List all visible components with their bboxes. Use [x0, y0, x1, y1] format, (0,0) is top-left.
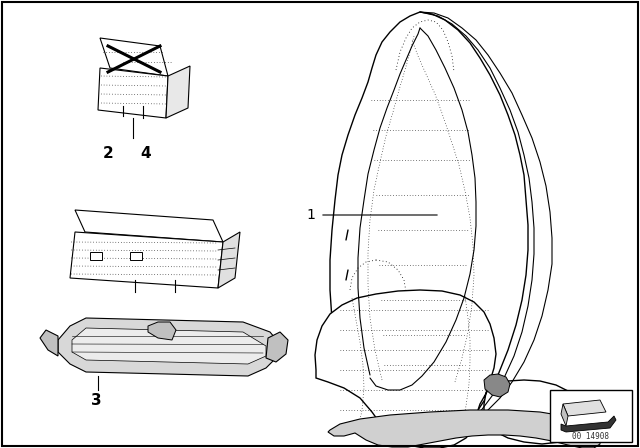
Polygon shape [315, 290, 584, 448]
Polygon shape [330, 12, 528, 422]
Polygon shape [328, 410, 600, 448]
Polygon shape [484, 374, 510, 397]
Polygon shape [70, 232, 223, 288]
Bar [550, 390, 632, 442]
Polygon shape [40, 330, 58, 356]
Text: 3: 3 [91, 392, 101, 408]
Polygon shape [166, 66, 190, 118]
Text: 2: 2 [102, 146, 113, 160]
Polygon shape [148, 322, 176, 340]
Polygon shape [75, 210, 223, 242]
Polygon shape [218, 232, 240, 288]
Polygon shape [561, 416, 616, 432]
Bar [130, 252, 142, 260]
Text: 4: 4 [141, 146, 151, 160]
Polygon shape [98, 68, 168, 118]
Polygon shape [563, 400, 606, 416]
Text: 00 14908: 00 14908 [573, 431, 609, 440]
Polygon shape [58, 318, 280, 376]
Text: 1: 1 [306, 208, 315, 222]
Polygon shape [561, 404, 568, 426]
Polygon shape [72, 328, 266, 364]
Polygon shape [266, 332, 288, 362]
Polygon shape [100, 38, 168, 76]
Bar [90, 252, 102, 260]
